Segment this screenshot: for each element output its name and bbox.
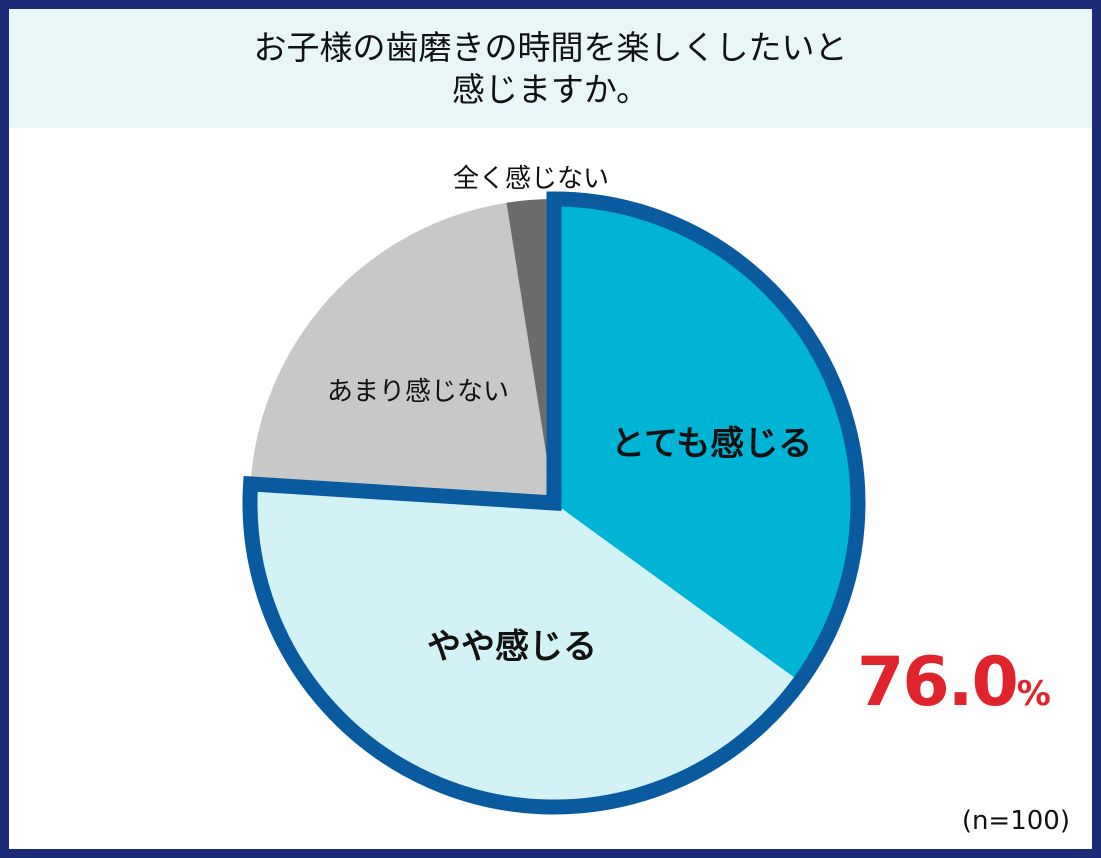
highlight-total: 76.0% — [857, 645, 1051, 721]
slice-label-not-much: あまり感じない — [327, 377, 510, 407]
title-band: お子様の歯磨きの時間を楽しくしたいと 感じますか。 — [9, 9, 1092, 128]
highlight-total-unit: % — [1016, 674, 1051, 714]
pie-chart — [242, 191, 866, 815]
slice-label-very-much: とても感じる — [611, 424, 813, 464]
slice-label-not-at-all: 全く感じない — [453, 164, 610, 194]
pie-slice-not-at-all — [506, 199, 554, 503]
chart-title-line-2: 感じますか。 — [451, 70, 650, 109]
chart-title-line-1: お子様の歯磨きの時間を楽しくしたいと — [253, 28, 848, 67]
pie-slice-not-much — [250, 202, 555, 503]
highlight-total-value: 76.0 — [857, 643, 1019, 722]
chart-title: お子様の歯磨きの時間を楽しくしたいと 感じますか。 — [9, 27, 1092, 111]
pie-slices — [250, 199, 858, 808]
sample-size: (n=100) — [961, 806, 1070, 836]
pie-slice-somewhat — [250, 483, 800, 808]
highlight-outline — [242, 191, 866, 815]
slice-label-somewhat: やや感じる — [427, 627, 597, 667]
pie-slice-very-much — [554, 199, 858, 682]
